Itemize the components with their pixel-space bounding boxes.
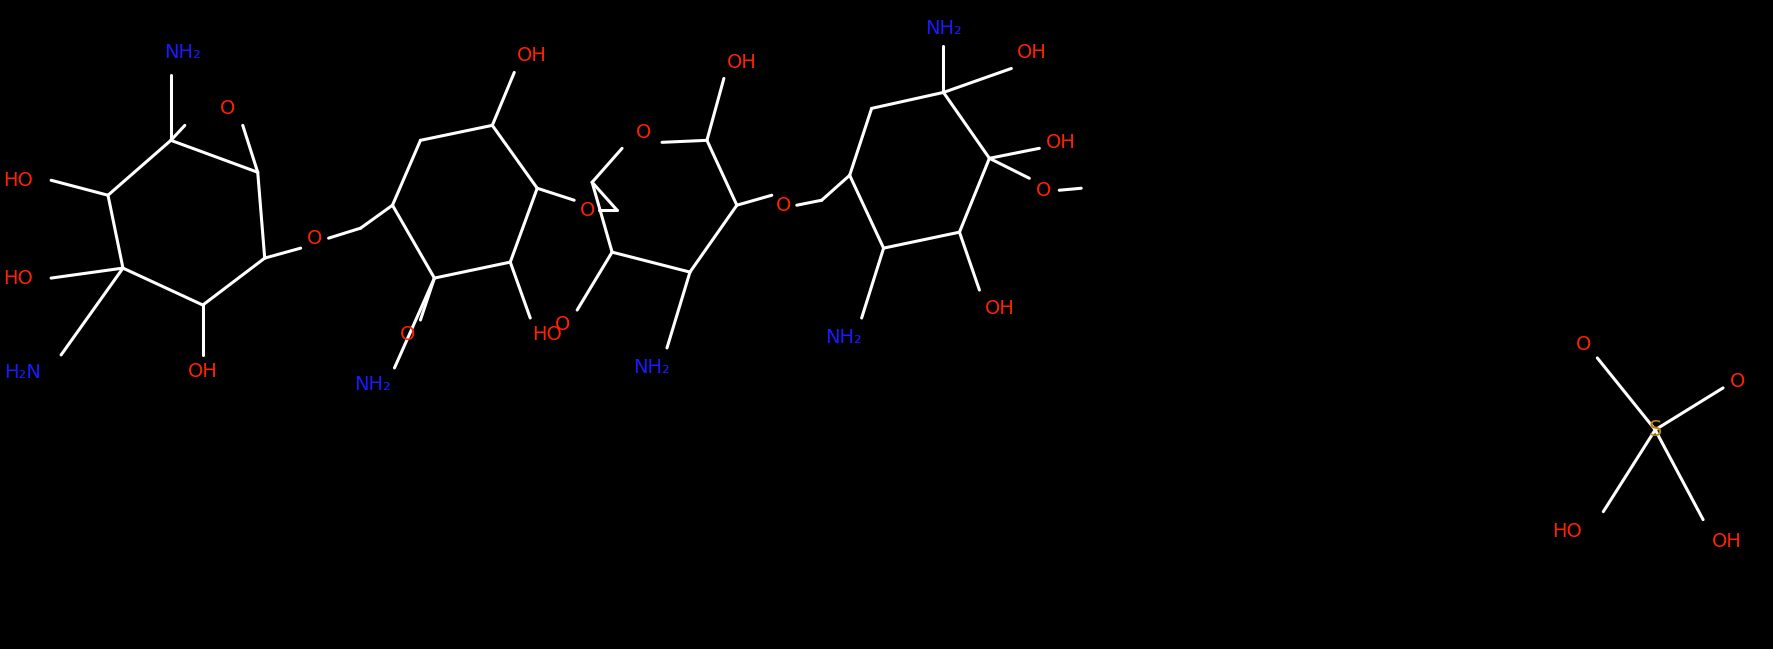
Text: O: O [555, 315, 569, 334]
Text: H₂N: H₂N [4, 363, 41, 382]
Text: NH₂: NH₂ [924, 19, 961, 38]
Text: OH: OH [188, 362, 218, 382]
Text: O: O [307, 228, 323, 248]
Text: O: O [775, 196, 791, 215]
Text: O: O [637, 123, 651, 142]
Text: OH: OH [1711, 532, 1741, 551]
Text: NH₂: NH₂ [355, 375, 390, 395]
Text: OH: OH [984, 299, 1014, 317]
Text: OH: OH [1046, 133, 1076, 152]
Text: HO: HO [4, 171, 34, 190]
Text: OH: OH [518, 46, 546, 65]
Text: O: O [580, 201, 594, 220]
Text: NH₂: NH₂ [824, 328, 862, 347]
Text: HO: HO [1551, 522, 1582, 541]
Text: OH: OH [727, 53, 757, 72]
Text: NH₂: NH₂ [165, 43, 200, 62]
Text: S: S [1647, 420, 1661, 440]
Text: O: O [399, 326, 415, 345]
Text: OH: OH [1016, 43, 1046, 62]
Text: O: O [1035, 180, 1050, 200]
Text: O: O [220, 99, 236, 118]
Text: HO: HO [4, 269, 34, 288]
Text: NH₂: NH₂ [633, 358, 670, 378]
Text: O: O [1729, 373, 1745, 391]
Text: O: O [1574, 336, 1590, 354]
Text: HO: HO [532, 326, 562, 345]
